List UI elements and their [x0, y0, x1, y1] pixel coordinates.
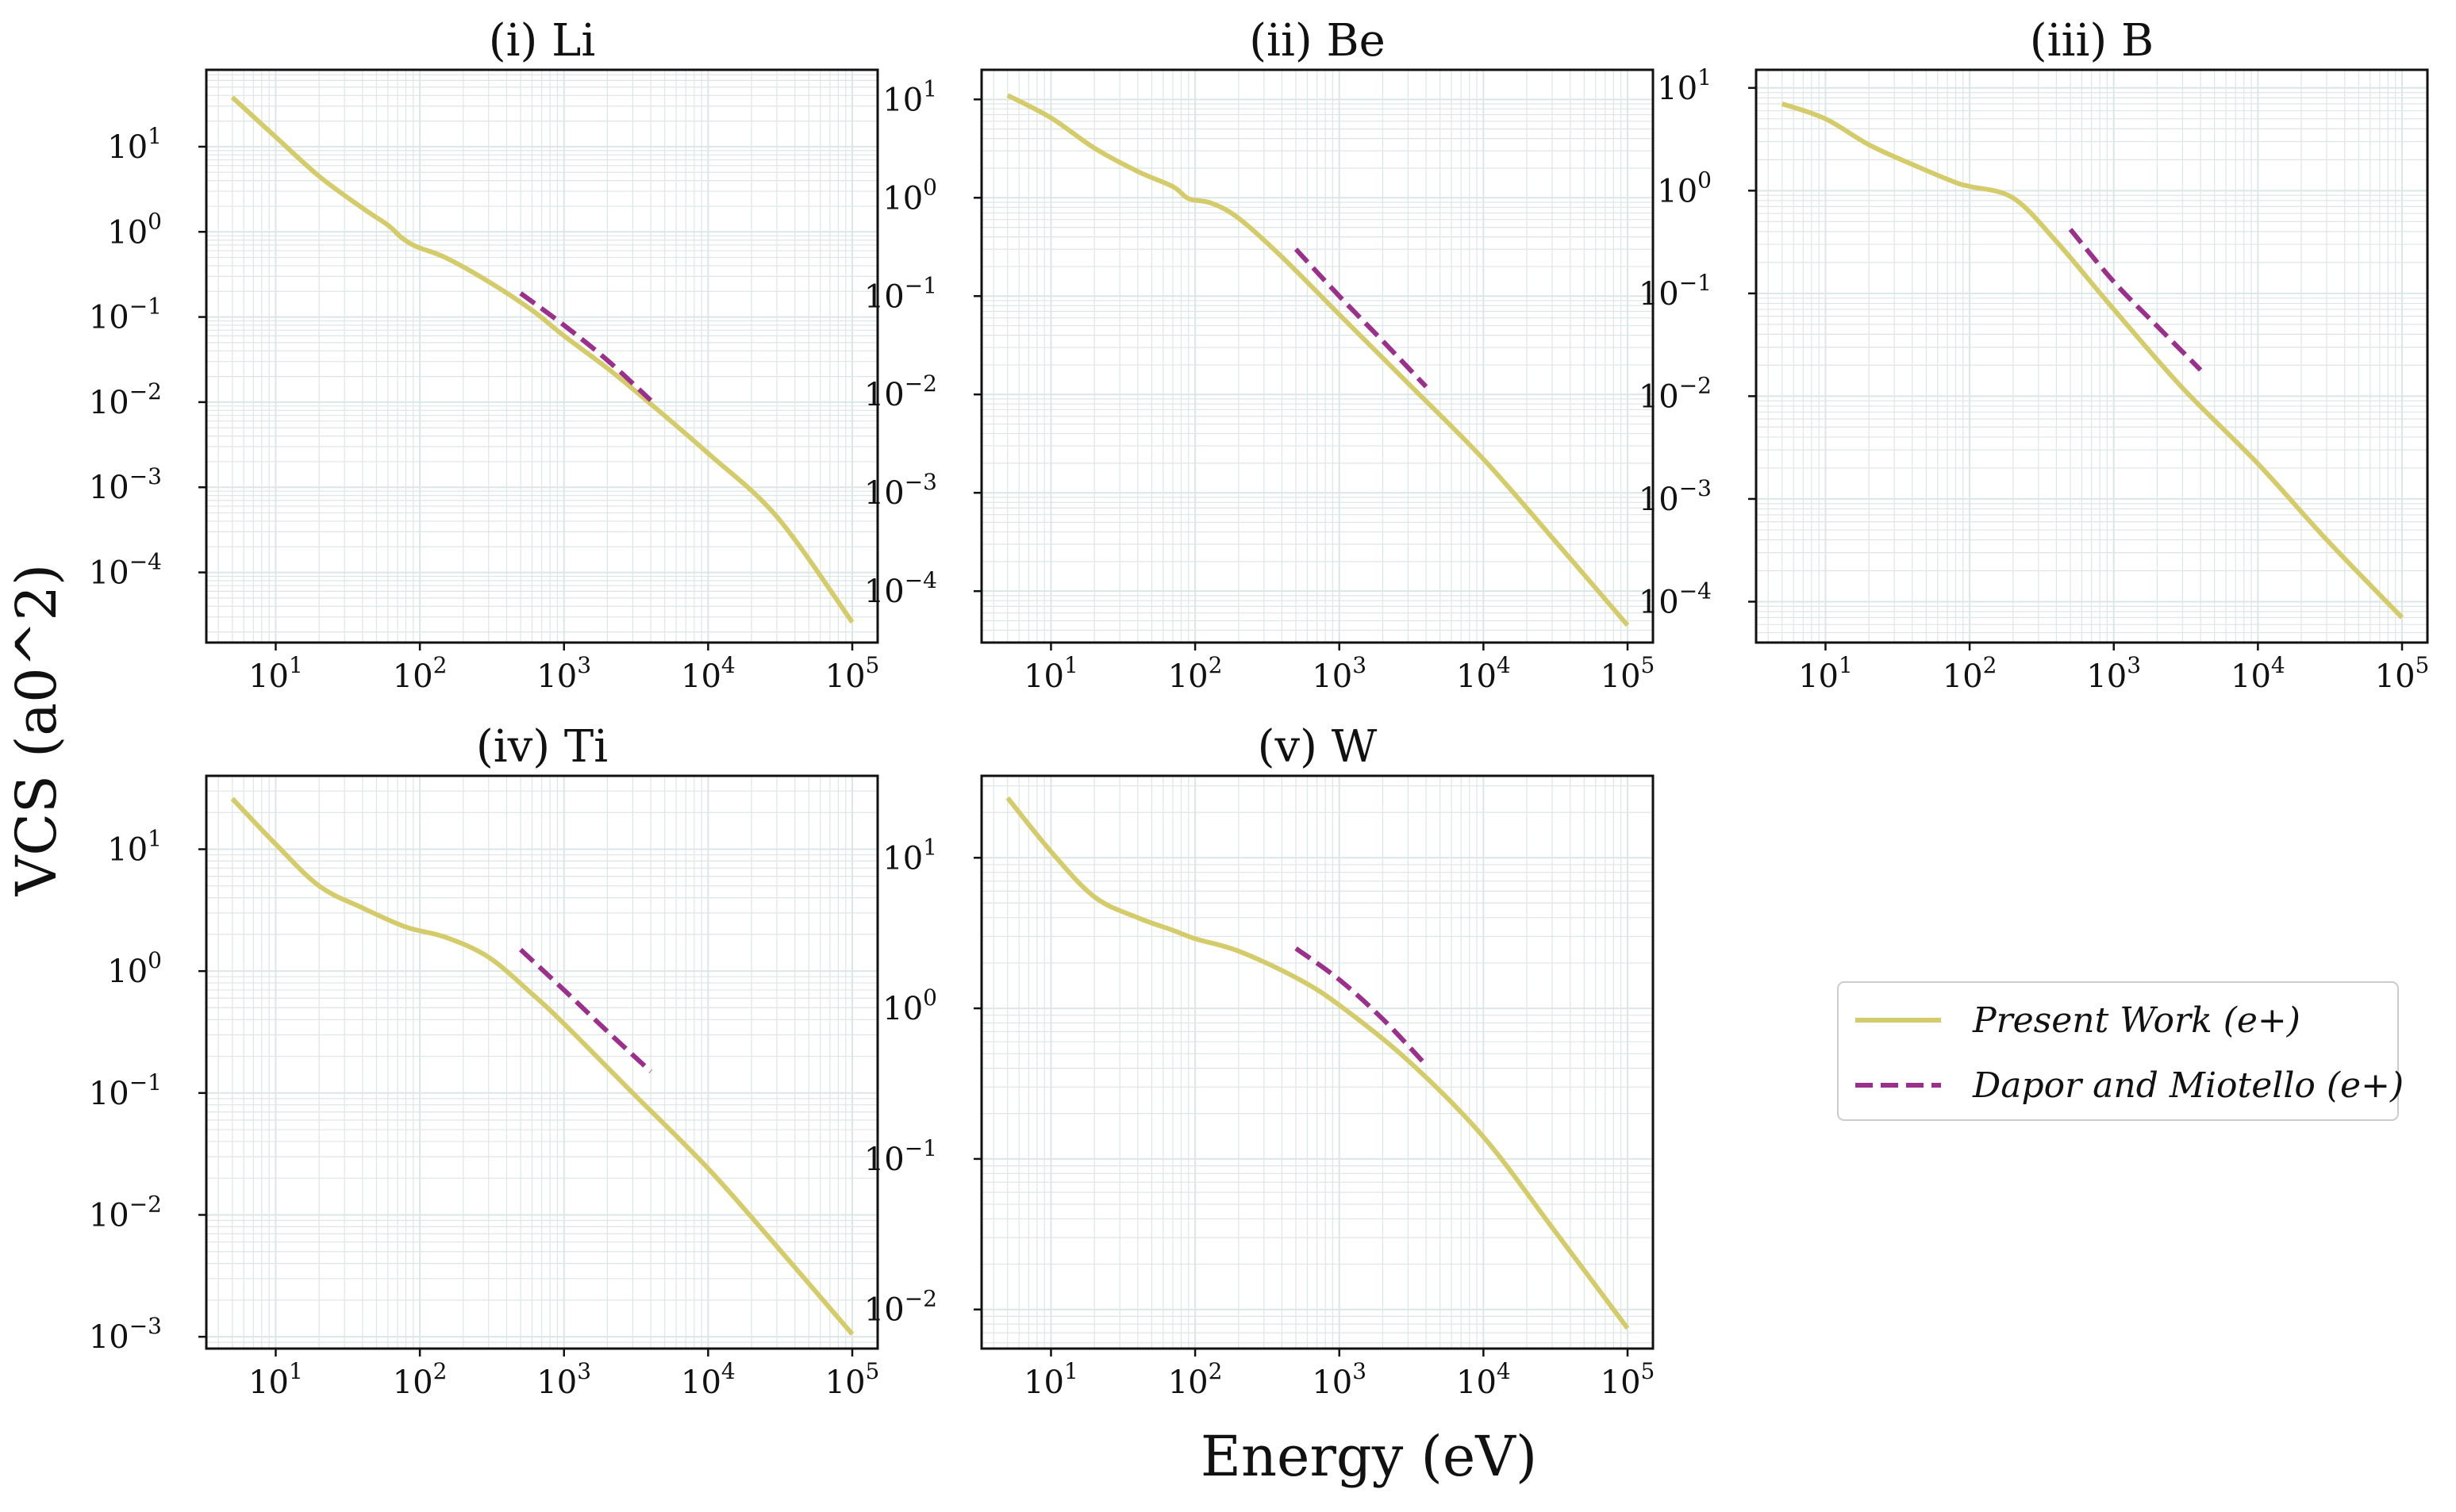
x-tick-label: 102	[1168, 652, 1223, 695]
series-dapor-miotello	[519, 291, 653, 402]
x-tick-label: 104	[1456, 1358, 1511, 1401]
series-dapor-miotello	[1293, 248, 1428, 389]
y-tick-label: 10−3	[89, 1313, 162, 1356]
axes-frame	[980, 68, 1655, 644]
x-tick-label: 103	[2086, 652, 2141, 695]
x-axis-label: Energy (eV)	[1201, 1424, 1537, 1489]
series-dapor-miotello	[2068, 228, 2203, 372]
y-tick-label: 10−1	[864, 1135, 937, 1178]
panel-3: (iii) B 101 102 103 104 105 101 100 10−1 10−2 10−3…	[1639, 15, 2430, 695]
panel-4: (iv) Ti 101 102 103 104 105 101 100 10−1 10−2 10−3	[89, 721, 880, 1401]
grid	[982, 776, 1653, 1349]
series-dapor-miotello	[519, 947, 653, 1073]
x-tick-label: 104	[681, 652, 736, 695]
y-tick-label: 10−2	[1639, 372, 1712, 415]
x-tick-label: 105	[2375, 652, 2430, 695]
x-tick-label: 102	[1943, 652, 1997, 695]
legend-label: Present Work (e+)	[1972, 1000, 2300, 1041]
y-tick-label: 10−3	[1639, 475, 1712, 518]
series-present-work	[1005, 796, 1630, 1330]
x-tick-label: 104	[2231, 652, 2285, 695]
x-tick-label: 105	[825, 1358, 880, 1401]
grid	[206, 776, 878, 1349]
y-tick-label: 10−1	[1639, 270, 1712, 313]
x-tick-label: 102	[393, 652, 448, 695]
y-tick-label: 100	[1657, 167, 1712, 209]
series-group	[230, 95, 855, 624]
y-tick-label: 100	[107, 208, 162, 251]
y-axis-label: VCS (a0^2)	[4, 564, 69, 896]
y-tick-label: 10−2	[89, 378, 162, 421]
grid	[1756, 70, 2427, 643]
y-tick-label: 101	[1657, 64, 1712, 107]
panel-5: (v) W 101 102 103 104 105 101 100 10−1 10−2	[864, 721, 1655, 1401]
series-dapor-miotello	[1294, 946, 1428, 1067]
panel-2: (ii) Be 101 102 103 104 105 101 100 10−1 10−2 10−3…	[864, 15, 1655, 695]
x-tick-label: 103	[1312, 652, 1366, 695]
axes-frame	[205, 68, 879, 644]
panel-title: (i) Li	[489, 15, 596, 67]
x-tick-label: 105	[825, 652, 880, 695]
series-group	[1005, 796, 1630, 1330]
legend-box	[1837, 981, 2399, 1121]
y-tick-label: 10−3	[89, 463, 162, 506]
y-tick-label: 101	[107, 123, 162, 166]
y-tick-label: 10−4	[864, 567, 937, 610]
series-group	[1006, 93, 1630, 627]
panel-title: (iv) Ti	[476, 721, 608, 773]
x-tick-label: 103	[536, 652, 591, 695]
x-tick-label: 104	[1456, 652, 1511, 695]
panel-title: (ii) Be	[1249, 15, 1386, 67]
legend: Present Work (e+) Dapor and Miotello (e+)	[1837, 981, 2404, 1121]
y-tick-label: 10−4	[1639, 578, 1712, 620]
x-tick-label: 101	[248, 652, 303, 695]
y-tick-label: 101	[882, 834, 937, 877]
legend-label: Dapor and Miotello (e+)	[1972, 1065, 2404, 1106]
axes-frame	[205, 774, 879, 1350]
axes-frame	[1755, 68, 2429, 644]
panel-title: (v) W	[1258, 721, 1378, 773]
series-present-work	[230, 796, 855, 1336]
y-tick-label: 10−2	[89, 1191, 162, 1234]
x-tick-label: 101	[1024, 1358, 1078, 1401]
grid	[206, 70, 878, 643]
x-tick-label: 105	[1601, 1358, 1655, 1401]
y-tick-label: 101	[882, 75, 937, 118]
x-tick-label: 102	[1168, 1358, 1223, 1401]
series-group	[230, 796, 855, 1336]
y-tick-label: 10−3	[864, 469, 937, 512]
y-tick-label: 10−2	[864, 1286, 937, 1329]
x-tick-label: 101	[1024, 652, 1078, 695]
y-tick-label: 10−2	[864, 370, 937, 413]
x-tick-label: 102	[393, 1358, 448, 1401]
panels-layer: (i) Li 101 102 103 104 105 101 100 10−1 10−2 10−3 1…	[89, 15, 2430, 1401]
y-tick-label: 10−1	[89, 294, 162, 336]
y-tick-label: 10−1	[864, 272, 937, 315]
x-tick-label: 103	[536, 1358, 591, 1401]
y-tick-label: 10−4	[89, 549, 162, 592]
x-tick-label: 104	[681, 1358, 736, 1401]
panel-title: (iii) B	[2030, 15, 2154, 67]
y-tick-label: 100	[882, 984, 937, 1027]
x-tick-label: 105	[1601, 652, 1655, 695]
x-tick-label: 101	[1798, 652, 1853, 695]
y-tick-label: 100	[882, 174, 937, 217]
series-present-work	[230, 95, 855, 624]
series-present-work	[1781, 102, 2404, 620]
y-tick-label: 101	[107, 826, 162, 869]
series-group	[1781, 102, 2404, 620]
axes-frame	[980, 774, 1655, 1350]
y-tick-label: 100	[107, 947, 162, 990]
y-tick-label: 10−1	[89, 1069, 162, 1112]
x-tick-label: 103	[1312, 1358, 1366, 1401]
series-present-work	[1006, 93, 1630, 627]
x-tick-label: 101	[248, 1358, 303, 1401]
panel-1: (i) Li 101 102 103 104 105 101 100 10−1 10−2 10−3 1…	[89, 15, 880, 695]
